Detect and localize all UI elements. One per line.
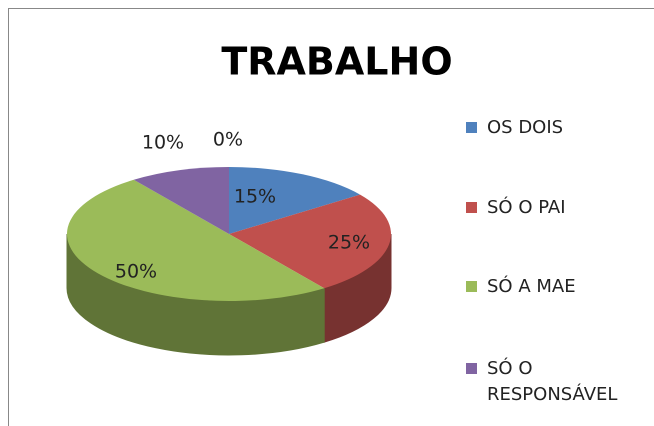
- chart-title: TRABALHO: [221, 40, 452, 84]
- legend-swatch: [466, 122, 477, 133]
- data-label: 10%: [142, 132, 184, 154]
- legend-swatch: [466, 202, 477, 213]
- legend-swatch: [466, 281, 477, 292]
- legend-label: SÓ O PAI: [487, 197, 566, 218]
- pie-slice: [133, 167, 229, 234]
- pie-slice: [229, 194, 391, 289]
- legend-label: OS DOIS: [487, 117, 564, 138]
- data-label: 25%: [328, 232, 370, 254]
- data-label: 0%: [213, 129, 243, 151]
- legend-label: SÓ O RESPONSÁVEL: [487, 358, 618, 405]
- legend-label: SÓ A MAE: [487, 276, 576, 297]
- data-label: 50%: [115, 261, 157, 283]
- pie-slice: [229, 167, 361, 234]
- pie-slice: [67, 179, 325, 302]
- data-label: 15%: [234, 186, 276, 208]
- legend-swatch: [466, 363, 477, 374]
